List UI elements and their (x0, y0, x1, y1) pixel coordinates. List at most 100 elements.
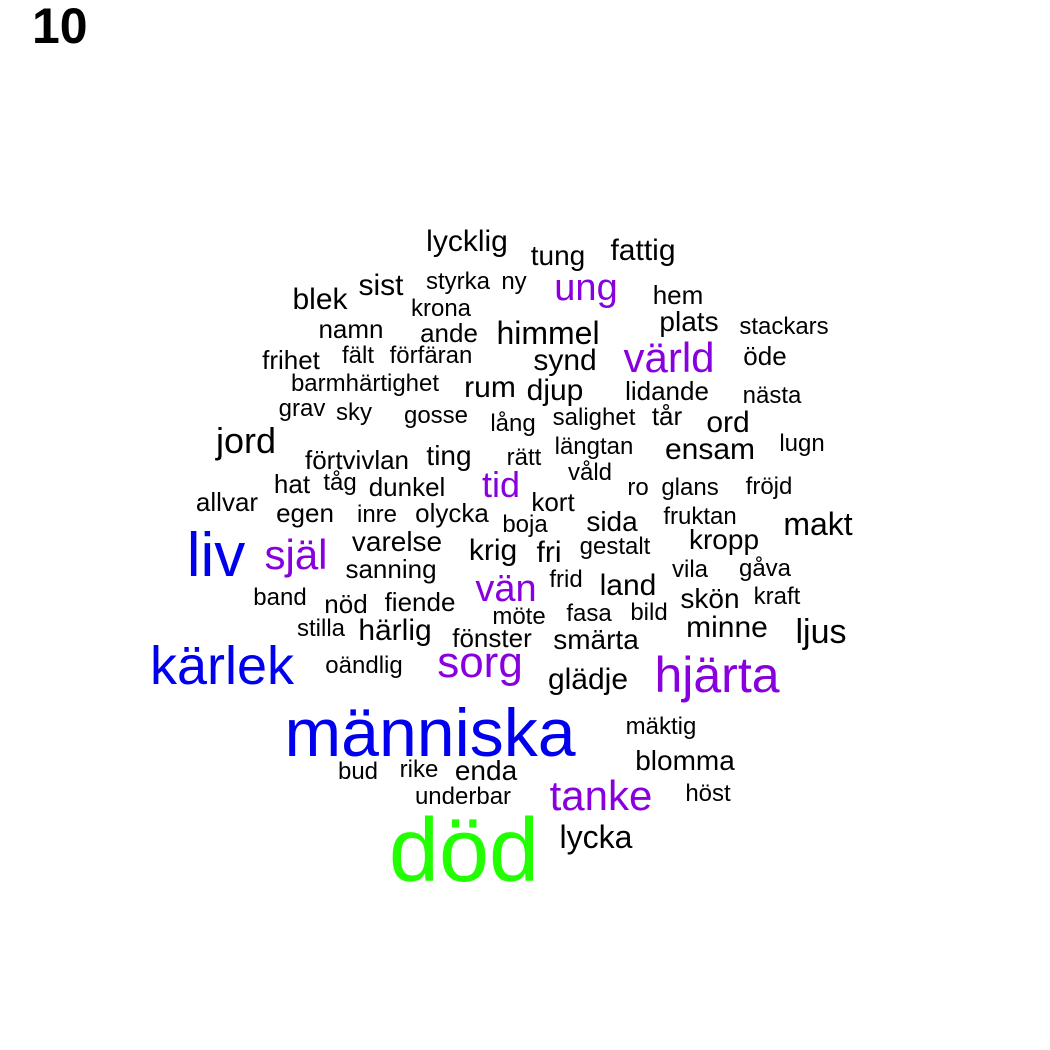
word-grav: grav (278, 395, 326, 422)
word-hjarta: hjärta (654, 647, 780, 703)
word-gava: gåva (738, 555, 792, 582)
word-gestalt: gestalt (579, 533, 651, 560)
word-olycka: olycka (415, 498, 489, 528)
word-blek: blek (292, 283, 348, 316)
word-frojd: fröjd (745, 473, 793, 500)
word-ung: ung (554, 267, 618, 309)
word-underbar: underbar (414, 783, 512, 810)
word-vila: vila (671, 556, 709, 583)
word-barmhartighet: barmhärtighet (290, 370, 440, 397)
word-glans: glans (661, 474, 719, 501)
word-ro: ro (627, 474, 649, 501)
word-skon: skön (680, 583, 740, 614)
word-smarta: smärta (553, 624, 639, 655)
word-sky: sky (336, 399, 372, 426)
word-styrka: styrka (425, 268, 491, 295)
word-fonster: fönster (452, 623, 532, 653)
word-rum: rum (464, 371, 516, 404)
word-fiende: fiende (384, 587, 456, 617)
word-nasta: nästa (742, 382, 802, 409)
word-sanning: sanning (345, 554, 437, 584)
word-maktig: mäktig (625, 713, 697, 740)
word-synd: synd (533, 344, 597, 377)
word-varld: värld (623, 334, 715, 381)
word-sjal: själ (264, 531, 328, 578)
word-mote: möte (492, 603, 546, 630)
word-fattig: fattig (610, 234, 676, 267)
word-ratt: rätt (506, 444, 542, 471)
word-inre: inre (356, 501, 398, 528)
word-namn: namn (318, 314, 384, 344)
word-hat: hat (273, 469, 311, 499)
word-ensam: ensam (664, 433, 756, 466)
word-tar: tår (651, 401, 683, 431)
word-varelse: varelse (351, 526, 443, 557)
panel-label: 10 (32, 0, 88, 54)
word-salighet: salighet (552, 404, 636, 431)
word-jord: jord (215, 420, 277, 461)
word-bild: bild (630, 599, 668, 626)
word-lidande: lidande (625, 376, 709, 406)
word-ting: ting (426, 440, 472, 471)
word-fasa: fasa (566, 600, 612, 627)
word-rike: rike (399, 756, 439, 783)
word-ny: ny (501, 268, 527, 295)
word-nod: nöd (324, 589, 368, 619)
word-lugn: lugn (779, 430, 825, 457)
word-lycklig: lycklig (426, 225, 508, 258)
word-lycka: lycka (559, 819, 633, 855)
word-sida: sida (586, 506, 638, 537)
word-sorg: sorg (437, 638, 523, 687)
word-tung: tung (530, 240, 586, 271)
word-vald: våld (567, 459, 613, 486)
word-band: band (253, 584, 307, 611)
word-plats: plats (659, 306, 719, 337)
word-blomma: blomma (635, 745, 735, 776)
word-land: land (599, 569, 657, 602)
word-dod: död (388, 801, 540, 901)
word-stilla: stilla (296, 615, 346, 642)
word-tag: tåg (323, 469, 357, 496)
word-ord: ord (706, 406, 750, 439)
word-gladje: glädje (547, 663, 629, 696)
word-dunkel: dunkel (368, 472, 446, 502)
word-harlig: härlig (358, 614, 432, 647)
word-kropp: kropp (688, 524, 760, 555)
word-djup: djup (526, 374, 584, 407)
word-makt: makt (783, 506, 853, 542)
word-sist: sist (358, 269, 404, 302)
word-fri: fri (536, 536, 562, 569)
word-krig: krig (468, 534, 518, 567)
word-frid: frid (549, 566, 583, 593)
word-enda: enda (454, 755, 518, 786)
word-manniska: människa (284, 695, 576, 771)
word-hem: hem (652, 280, 704, 310)
word-van: vän (475, 568, 537, 610)
word-langtan: längtan (554, 433, 634, 460)
word-lang: lång (490, 410, 536, 437)
word-fortvivlan: förtvivlan (304, 445, 410, 475)
word-oandlig: oändlig (325, 652, 403, 679)
word-tanke: tanke (549, 772, 653, 819)
word-fruktan: fruktan (663, 503, 737, 530)
word-kort: kort (531, 487, 575, 517)
word-egen: egen (276, 498, 334, 528)
word-stackars: stackars (739, 313, 829, 340)
word-karlek: kärlek (149, 636, 295, 696)
word-bud: bud (337, 758, 379, 785)
word-liv: liv (186, 521, 246, 590)
word-himmel: himmel (496, 315, 600, 351)
word-krona: krona (410, 295, 472, 322)
word-boja: boja (502, 511, 548, 538)
word-falt: fält (341, 342, 375, 369)
word-kraft: kraft (753, 583, 801, 610)
word-tid: tid (481, 464, 521, 505)
word-allvar: allvar (195, 487, 259, 517)
word-forfaran: förfäran (389, 342, 473, 369)
word-frihet: frihet (262, 345, 320, 375)
word-ljus: ljus (795, 613, 847, 651)
word-ode: öde (743, 341, 787, 371)
word-ande: ande (420, 318, 478, 348)
word-host: höst (685, 780, 731, 807)
